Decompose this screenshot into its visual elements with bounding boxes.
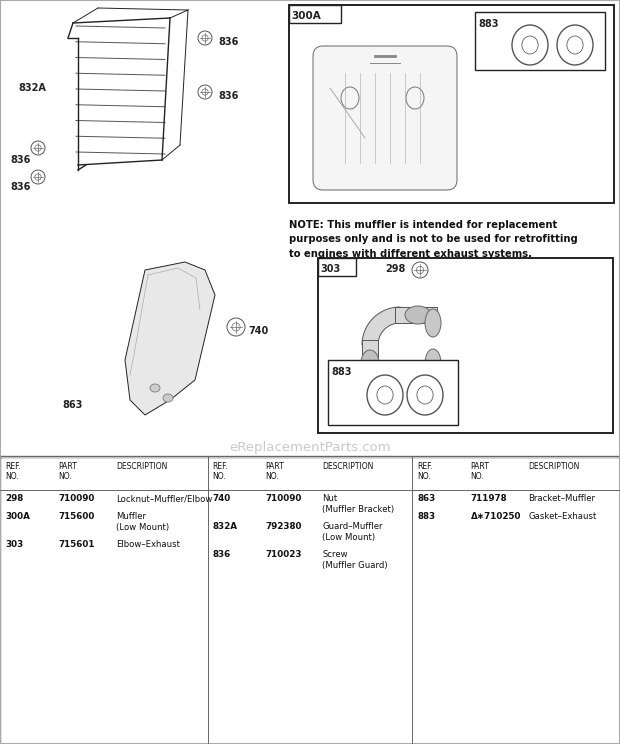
Ellipse shape [405, 306, 431, 324]
Text: Screw
(Muffler Guard): Screw (Muffler Guard) [322, 550, 388, 571]
Text: Locknut–Muffler/Elbow: Locknut–Muffler/Elbow [117, 494, 213, 503]
Text: 836: 836 [218, 91, 238, 101]
Text: 300A: 300A [5, 512, 30, 521]
Text: Muffler
(Low Mount): Muffler (Low Mount) [117, 512, 169, 533]
Text: PART
NO.: PART NO. [471, 462, 489, 481]
Polygon shape [362, 307, 400, 345]
Text: PART
NO.: PART NO. [265, 462, 284, 481]
Text: DESCRIPTION: DESCRIPTION [322, 462, 374, 471]
Polygon shape [125, 262, 215, 415]
FancyBboxPatch shape [313, 46, 457, 190]
FancyBboxPatch shape [289, 5, 614, 203]
FancyBboxPatch shape [318, 258, 613, 433]
Text: 303: 303 [5, 540, 24, 549]
Text: 300A: 300A [291, 11, 321, 21]
Text: Δ∗710250: Δ∗710250 [471, 512, 521, 521]
Text: 303: 303 [320, 264, 340, 274]
Ellipse shape [425, 309, 441, 337]
Text: 298: 298 [385, 264, 405, 274]
FancyBboxPatch shape [289, 5, 341, 23]
Text: Bracket–Muffler: Bracket–Muffler [529, 494, 596, 503]
Ellipse shape [163, 394, 173, 402]
Text: 710023: 710023 [265, 550, 301, 559]
FancyBboxPatch shape [475, 12, 605, 70]
Text: PART
NO.: PART NO. [58, 462, 77, 481]
Text: 710090: 710090 [265, 494, 301, 503]
Text: 836: 836 [10, 182, 30, 192]
Text: 792380: 792380 [265, 522, 301, 531]
Ellipse shape [425, 349, 441, 377]
Ellipse shape [150, 384, 160, 392]
Text: 832A: 832A [18, 83, 46, 93]
Text: 836: 836 [218, 37, 238, 47]
Text: 715600: 715600 [58, 512, 94, 521]
Text: 883: 883 [478, 19, 498, 29]
Text: 863: 863 [62, 400, 82, 410]
Text: REF.
NO.: REF. NO. [417, 462, 433, 481]
Text: 883: 883 [331, 367, 352, 377]
Text: DESCRIPTION: DESCRIPTION [117, 462, 167, 471]
FancyBboxPatch shape [362, 340, 378, 382]
Text: 710090: 710090 [58, 494, 94, 503]
Text: Guard–Muffler
(Low Mount): Guard–Muffler (Low Mount) [322, 522, 383, 542]
Text: REF.
NO.: REF. NO. [5, 462, 20, 481]
Text: 740: 740 [248, 326, 268, 336]
Text: NOTE: This muffler is intended for replacement
purposes only and is not to be us: NOTE: This muffler is intended for repla… [289, 220, 578, 259]
FancyBboxPatch shape [0, 456, 620, 744]
FancyBboxPatch shape [318, 258, 356, 276]
FancyBboxPatch shape [395, 307, 437, 323]
FancyBboxPatch shape [328, 360, 458, 425]
Text: 836: 836 [213, 550, 231, 559]
Text: 832A: 832A [213, 522, 237, 531]
Text: Nut
(Muffler Bracket): Nut (Muffler Bracket) [322, 494, 394, 514]
Text: 715601: 715601 [58, 540, 95, 549]
Text: 883: 883 [417, 512, 435, 521]
Ellipse shape [361, 350, 379, 376]
Text: Elbow–Exhaust: Elbow–Exhaust [117, 540, 180, 549]
Text: Gasket–Exhaust: Gasket–Exhaust [529, 512, 597, 521]
Text: 863: 863 [417, 494, 435, 503]
Text: REF.
NO.: REF. NO. [213, 462, 228, 481]
Text: 740: 740 [213, 494, 231, 503]
Text: 298: 298 [5, 494, 24, 503]
Text: 711978: 711978 [471, 494, 507, 503]
Text: DESCRIPTION: DESCRIPTION [529, 462, 580, 471]
Text: 836: 836 [10, 155, 30, 165]
Text: eReplacementParts.com: eReplacementParts.com [229, 440, 391, 454]
